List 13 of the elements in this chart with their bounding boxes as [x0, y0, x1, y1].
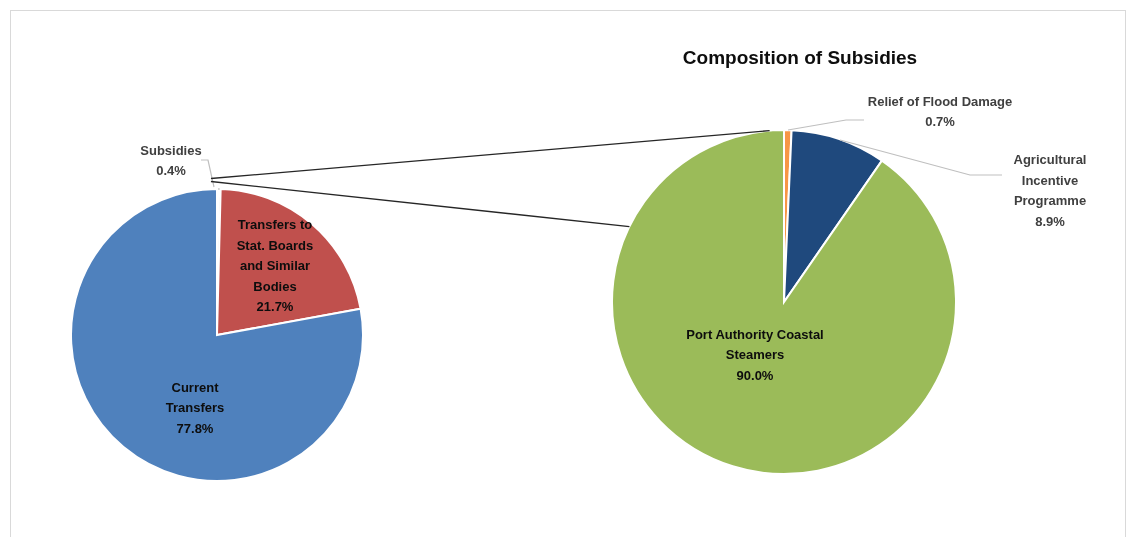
data-label: 0.4% [156, 162, 187, 178]
chart-title: Composition of Subsidies [681, 46, 919, 70]
slice-label: Transfers to Stat. Boards and Similar Bodies [236, 216, 314, 293]
slice-label: Port Authority Coastal Steamers [686, 326, 824, 362]
slice-label: Relief of Flood Damage [867, 93, 1013, 109]
slice-label: Current Transfers [165, 379, 225, 415]
slice-label: Agricultural Incentive Programme [1013, 151, 1087, 208]
data-label: 90.0% [736, 367, 774, 382]
data-label: 0.7% [925, 113, 956, 129]
data-label: 8.9% [1035, 213, 1066, 229]
data-label: 77.8% [176, 420, 214, 435]
slice-label: Subsidies [140, 142, 202, 158]
data-label: 21.7% [256, 298, 294, 314]
